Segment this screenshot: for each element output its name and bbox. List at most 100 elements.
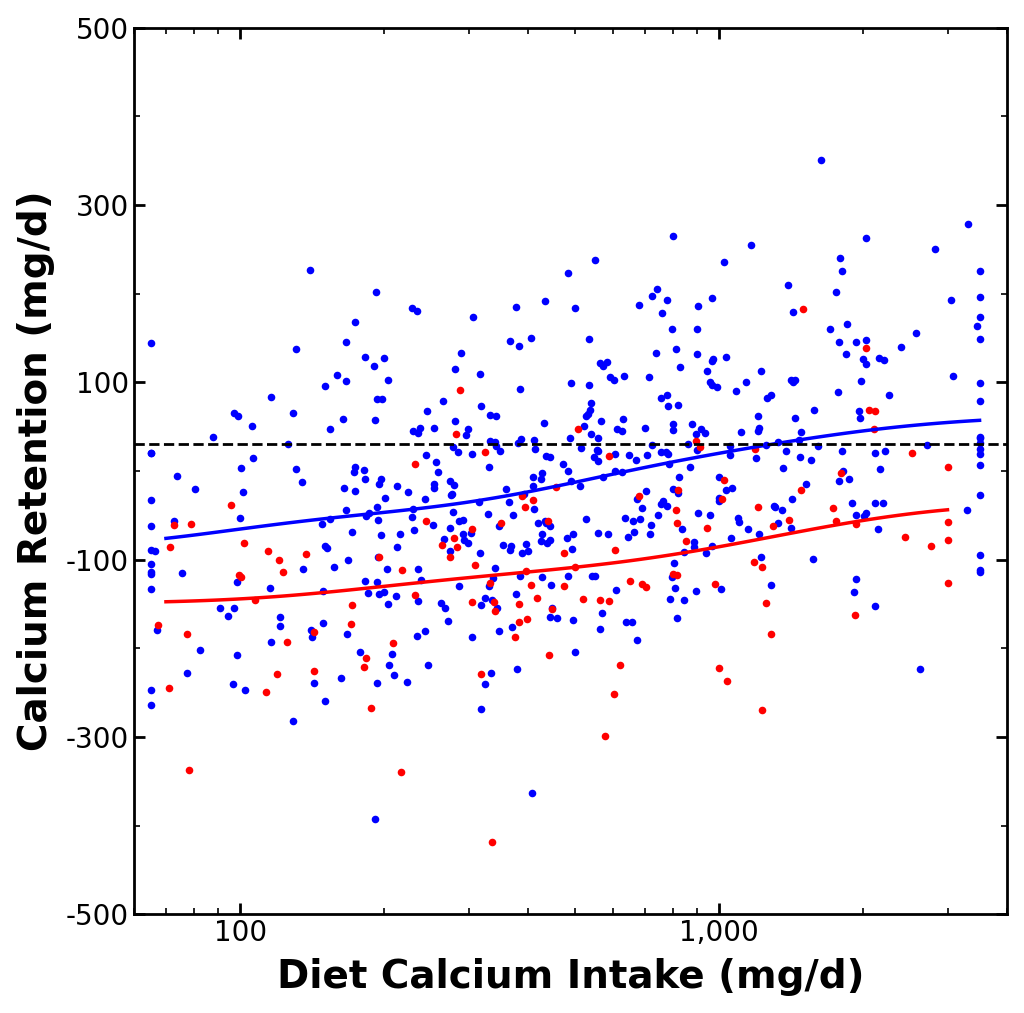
Point — [638, 447, 654, 463]
Point — [485, 594, 502, 610]
Point — [686, 539, 702, 555]
Point — [381, 657, 397, 674]
Point — [670, 485, 686, 501]
Point — [142, 542, 159, 558]
Point — [226, 600, 243, 616]
Point — [480, 506, 497, 523]
Point — [614, 422, 631, 439]
Point — [669, 515, 685, 531]
Point — [690, 299, 707, 315]
Point — [418, 447, 434, 463]
Point — [142, 697, 159, 713]
Point — [519, 542, 536, 558]
Point — [969, 318, 985, 334]
Point — [377, 490, 393, 506]
Point — [472, 545, 488, 561]
Point — [394, 561, 411, 577]
Point — [792, 449, 808, 465]
Point — [972, 331, 988, 347]
Point — [626, 514, 642, 530]
Point — [633, 499, 649, 516]
Point — [303, 622, 319, 638]
Point — [329, 367, 345, 383]
Point — [972, 309, 988, 325]
Point — [403, 510, 420, 526]
Point — [677, 534, 693, 550]
Point — [866, 403, 883, 419]
Point — [672, 359, 688, 375]
Point — [698, 545, 715, 561]
Point — [464, 628, 480, 644]
Point — [486, 434, 503, 450]
Point — [304, 629, 321, 645]
Point — [387, 589, 403, 605]
Point — [326, 558, 342, 574]
Point — [467, 557, 483, 573]
Point — [456, 532, 472, 548]
Point — [659, 387, 676, 403]
Point — [731, 514, 748, 530]
Point — [709, 379, 725, 395]
Point — [711, 490, 727, 506]
Point — [703, 538, 720, 554]
Point — [583, 394, 599, 410]
Point — [555, 456, 571, 472]
Point — [229, 408, 246, 424]
Point — [829, 384, 846, 400]
Point — [142, 564, 159, 580]
Point — [707, 576, 723, 593]
Point — [314, 615, 331, 631]
Point — [435, 393, 452, 409]
Point — [575, 591, 592, 607]
Point — [827, 513, 844, 529]
Point — [347, 314, 364, 330]
Point — [525, 477, 542, 493]
Point — [426, 419, 442, 436]
Point — [648, 281, 665, 297]
Point — [148, 622, 165, 638]
Point — [455, 513, 471, 529]
Point — [684, 416, 700, 433]
Point — [280, 437, 296, 453]
Point — [631, 488, 647, 504]
Point — [716, 254, 732, 270]
Point — [839, 315, 855, 331]
Point — [536, 414, 552, 431]
Point — [595, 358, 611, 374]
Point — [404, 501, 421, 518]
Point — [847, 607, 863, 623]
Point — [599, 355, 615, 371]
Point — [904, 445, 921, 461]
Point — [232, 568, 249, 585]
Point — [524, 491, 541, 508]
Point — [851, 403, 867, 419]
Point — [660, 398, 677, 414]
Point — [285, 405, 301, 421]
Point — [147, 543, 164, 559]
Point — [907, 325, 924, 341]
Point — [399, 674, 416, 690]
Point — [481, 459, 498, 475]
Point — [485, 569, 502, 586]
Point — [219, 608, 236, 624]
Point — [854, 352, 870, 368]
Point — [275, 564, 292, 580]
Point — [538, 513, 554, 529]
Point — [670, 397, 686, 413]
Point — [649, 508, 666, 524]
Point — [592, 355, 608, 371]
Point — [272, 609, 289, 625]
Point — [617, 510, 634, 526]
Point — [535, 569, 551, 586]
Point — [564, 526, 581, 542]
Point — [753, 549, 769, 565]
Point — [357, 649, 374, 666]
Point — [244, 418, 260, 435]
Point — [494, 515, 510, 531]
Point — [373, 470, 389, 486]
Point — [858, 332, 874, 348]
Point — [492, 623, 508, 639]
Point — [825, 499, 842, 516]
Point — [750, 498, 766, 515]
Point — [538, 515, 554, 531]
